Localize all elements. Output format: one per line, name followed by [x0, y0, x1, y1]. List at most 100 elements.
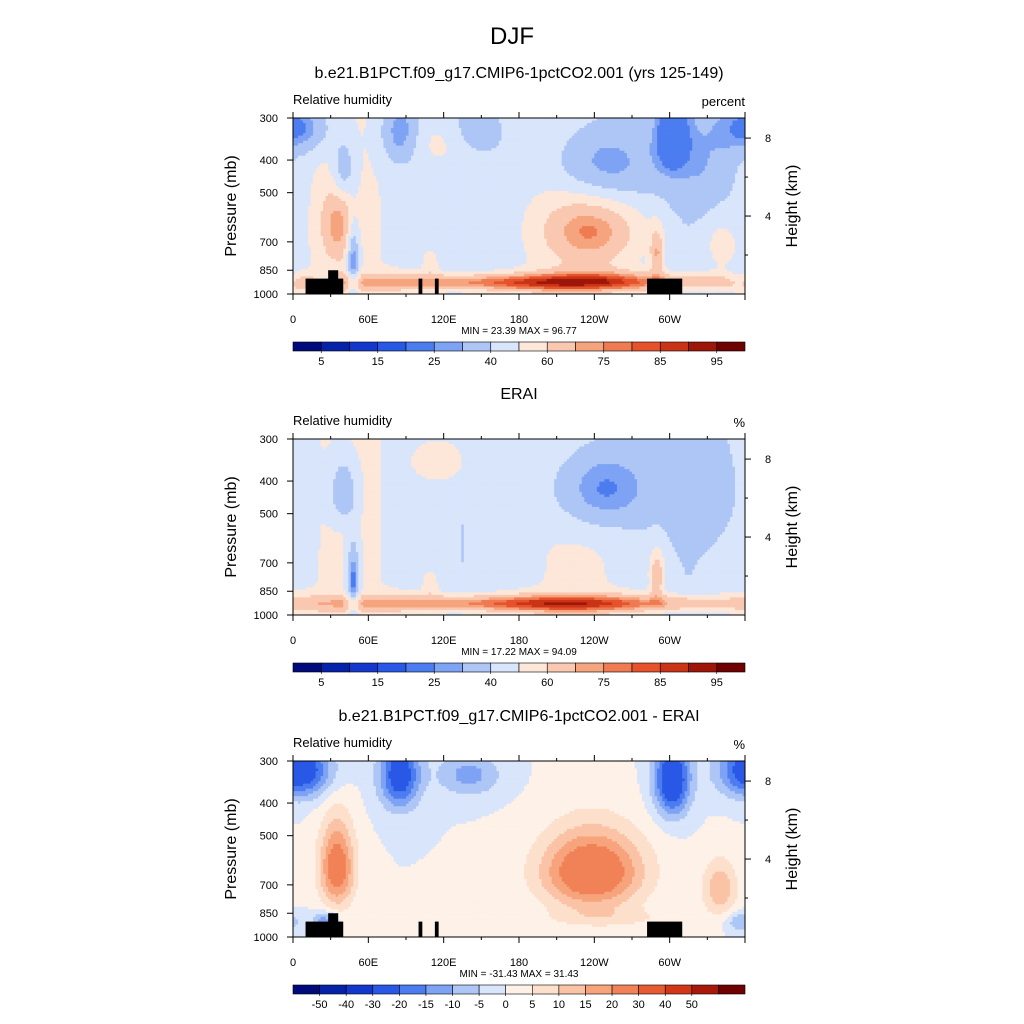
colorbar-label: 5	[529, 999, 535, 1011]
contour-field	[293, 761, 745, 937]
colorbar-swatch	[434, 342, 462, 351]
height-tick-label: 8	[765, 776, 771, 788]
height-tick-label: 4	[765, 211, 771, 223]
height-tick-label: 4	[765, 854, 771, 866]
colorbar-swatch	[378, 342, 406, 351]
y-tick-label: 300	[260, 113, 278, 125]
colorbar-label: 0	[503, 999, 509, 1011]
y-axis-label: Pressure (mb)	[223, 476, 240, 577]
y-tick-label: 300	[260, 756, 278, 768]
colorbar-swatch	[576, 663, 604, 672]
y-tick-label: 850	[260, 586, 278, 598]
height-axis-label: Height (km)	[784, 486, 801, 569]
colorbar-label: -15	[418, 999, 434, 1011]
colorbar-swatch	[426, 985, 453, 994]
colorbar-swatch	[378, 663, 406, 672]
field-label: Relative humidity	[293, 735, 392, 750]
x-tick-label: 180	[510, 635, 528, 647]
colorbar-label: 75	[598, 677, 610, 689]
colorbar: 5 15 25 40 60 75 85 95	[293, 342, 745, 368]
x-tick-label: 0	[290, 314, 296, 326]
topography-mask	[647, 279, 682, 294]
colorbar-swatch	[434, 663, 462, 672]
colorbar-swatch	[532, 985, 559, 994]
colorbar-swatch	[717, 342, 745, 351]
height-tick-label: 4	[765, 532, 771, 544]
x-tick-label: 120E	[431, 635, 457, 647]
colorbar-swatch	[632, 663, 660, 672]
colorbar-label: 75	[598, 356, 610, 368]
height-axis-label: Height (km)	[784, 808, 801, 891]
colorbar: -50 -40 -30 -20 -15 -10 -5 0 5 10 15 20 30 40 50	[293, 985, 745, 1011]
colorbar-swatch	[321, 663, 349, 672]
x-tick-label: 120W	[580, 314, 609, 326]
colorbar-label: 40	[659, 999, 671, 1011]
colorbar-label: 40	[485, 677, 497, 689]
contour-field	[293, 439, 745, 615]
colorbar-label: -40	[338, 999, 354, 1011]
colorbar-swatch	[559, 985, 586, 994]
x-tick-label: 60W	[658, 957, 681, 969]
min-max-text: MIN = 23.39 MAX = 96.77	[461, 326, 577, 337]
x-tick-label: 120E	[431, 957, 457, 969]
colorbar-swatch	[293, 985, 320, 994]
y-tick-label: 1000	[254, 289, 278, 301]
y-tick-label: 500	[260, 509, 278, 521]
colorbar-swatch	[453, 985, 480, 994]
colorbar-swatch	[660, 342, 688, 351]
colorbar-swatch	[479, 985, 506, 994]
colorbar-swatch	[321, 342, 349, 351]
colorbar-swatch	[519, 663, 547, 672]
field-label: Relative humidity	[293, 413, 392, 428]
y-tick-label: 500	[260, 188, 278, 200]
colorbar-swatch	[547, 342, 575, 351]
colorbar-swatch	[639, 985, 666, 994]
colorbar-swatch	[604, 663, 632, 672]
y-tick-label: 700	[260, 237, 278, 249]
x-tick-label: 120W	[580, 957, 609, 969]
colorbar-swatch	[293, 342, 321, 351]
topography-mask	[419, 279, 423, 294]
y-tick-label: 500	[260, 831, 278, 843]
colorbar-swatch	[604, 342, 632, 351]
x-tick-label: 60E	[359, 314, 379, 326]
colorbar-label: 60	[541, 356, 553, 368]
colorbar-swatch	[689, 663, 717, 672]
height-tick-label: 8	[765, 454, 771, 466]
colorbar-swatch	[547, 663, 575, 672]
model-panel: b.e21.B1PCT.f09_g17.CMIP6-1pctCO2.001 (y…	[223, 65, 801, 368]
colorbar-swatch	[717, 663, 745, 672]
y-tick-label: 850	[260, 265, 278, 277]
colorbar-label: 10	[553, 999, 565, 1011]
colorbar-swatch	[585, 985, 612, 994]
colorbar-swatch	[689, 342, 717, 351]
colorbar-swatch	[350, 663, 378, 672]
colorbar-label: 40	[485, 356, 497, 368]
topography-mask	[419, 922, 423, 937]
topography-mask	[435, 279, 439, 294]
y-tick-label: 400	[260, 155, 278, 167]
topography-mask	[647, 922, 682, 937]
colorbar-label: 5	[318, 677, 324, 689]
colorbar-swatch	[506, 985, 533, 994]
colorbar-label: 95	[711, 677, 723, 689]
colorbar-swatch	[692, 985, 719, 994]
colorbar-label: -10	[445, 999, 461, 1011]
y-tick-label: 400	[260, 476, 278, 488]
x-tick-label: 60W	[658, 314, 681, 326]
x-tick-label: 120W	[580, 635, 609, 647]
colorbar-label: 20	[606, 999, 618, 1011]
colorbar-swatch	[350, 342, 378, 351]
colorbar-swatch	[293, 663, 321, 672]
colorbar-swatch	[491, 342, 519, 351]
topography-mask	[435, 922, 439, 937]
x-tick-label: 0	[290, 957, 296, 969]
min-max-text: MIN = 17.22 MAX = 94.09	[461, 647, 577, 658]
panel-title: b.e21.B1PCT.f09_g17.CMIP6-1pctCO2.001 (y…	[314, 65, 723, 82]
colorbar-swatch	[463, 342, 491, 351]
x-tick-label: 180	[510, 314, 528, 326]
units-label: %	[733, 415, 745, 430]
x-tick-label: 60E	[359, 957, 379, 969]
y-tick-label: 1000	[254, 932, 278, 944]
panel-title: ERAI	[500, 386, 537, 403]
